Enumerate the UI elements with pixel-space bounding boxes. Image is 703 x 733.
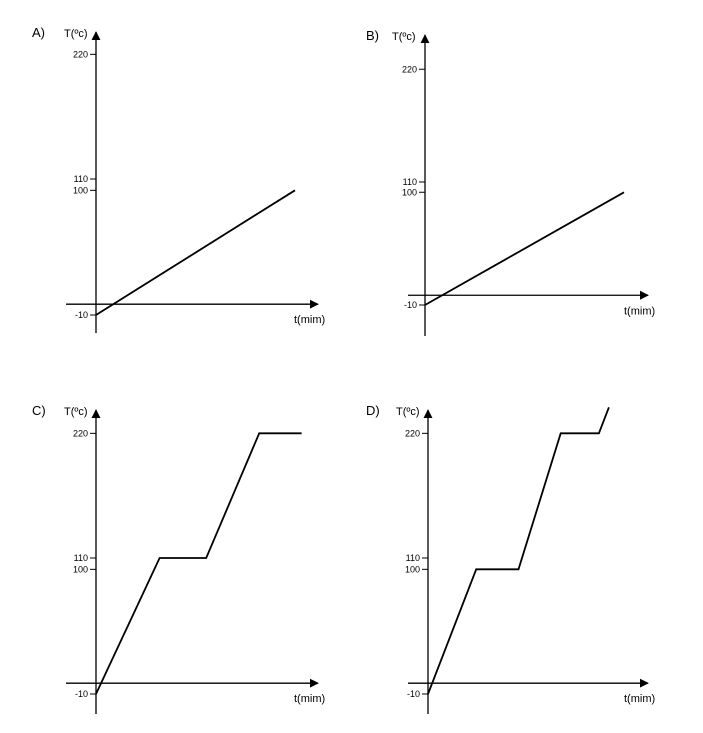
- y-tick-label-minus-10: -10: [407, 689, 420, 699]
- y-tick-label-110: 110: [74, 553, 88, 563]
- series-line: [95, 432, 302, 695]
- y-axis-title: T(ºc): [392, 31, 416, 43]
- y-tick-label-minus-10: -10: [75, 310, 88, 320]
- x-axis-title: t(mim): [294, 693, 325, 705]
- x-axis-title: t(mim): [624, 693, 655, 705]
- y-tick-label-100: 100: [73, 185, 88, 195]
- panel-label: A): [32, 25, 45, 40]
- series-line: [427, 406, 610, 695]
- panel-label: B): [366, 28, 379, 43]
- panel-label: D): [366, 403, 380, 418]
- panel-a: A) T(ºc) t(mim) 220 110 100 -10: [32, 25, 325, 333]
- y-axis-title: T(ºc): [64, 28, 88, 40]
- panel-d: D) T(ºc) t(mim) 220 110 100 -10: [366, 403, 655, 714]
- y-tick-label-100: 100: [402, 187, 417, 197]
- y-tick-label-110: 110: [403, 177, 417, 187]
- y-tick-label-110: 110: [74, 174, 88, 184]
- y-tick-label-220: 220: [402, 64, 417, 74]
- panel-c: C) T(ºc) t(mim) 220 110 100 -10: [32, 403, 325, 714]
- y-tick-label-220: 220: [73, 49, 88, 59]
- series-line: [95, 189, 296, 316]
- y-tick-label-100: 100: [405, 564, 420, 574]
- series-line: [424, 191, 625, 306]
- y-tick-label-110: 110: [406, 553, 420, 563]
- panel-label: C): [32, 403, 46, 418]
- y-tick-label-minus-10: -10: [404, 300, 417, 310]
- y-tick-label-100: 100: [73, 564, 88, 574]
- y-axis-title: T(ºc): [64, 406, 88, 418]
- x-axis-title: t(mim): [624, 305, 655, 317]
- panel-b: B) T(ºc) t(mim) 220 110 100 -10: [366, 28, 655, 336]
- y-axis-title: T(ºc): [396, 406, 420, 418]
- y-tick-label-220: 220: [405, 428, 420, 438]
- y-tick-label-220: 220: [73, 428, 88, 438]
- y-tick-label-minus-10: -10: [75, 689, 88, 699]
- x-axis-title: t(mim): [294, 314, 325, 326]
